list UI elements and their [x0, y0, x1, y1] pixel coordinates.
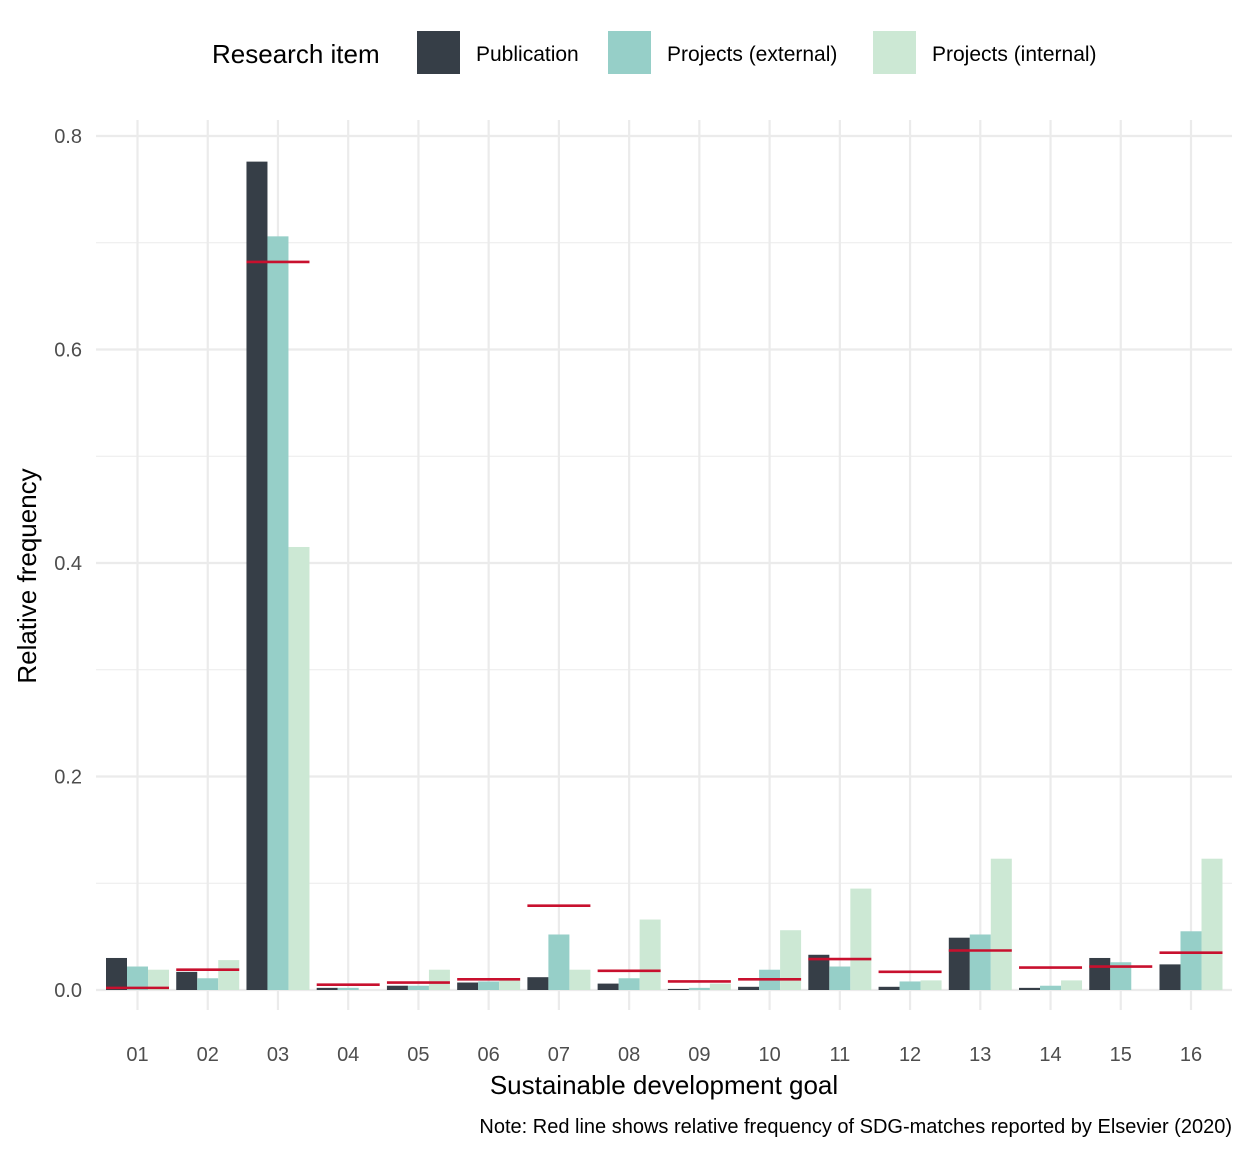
bar-projects-internal--13	[990, 858, 1012, 990]
legend-key-publication	[417, 31, 460, 74]
x-tick-label: 09	[688, 1044, 710, 1066]
y-tick-label: 0.2	[54, 767, 82, 789]
bar-projects-external--05	[407, 985, 429, 990]
x-tick-label: 06	[478, 1044, 500, 1066]
y-tick-label: 0.0	[54, 980, 82, 1002]
x-tick-labels: 01 02 03 04 05 06 07 08 09 10 11 12 13 14 15 16	[126, 1044, 1202, 1066]
bar-projects-external--03	[267, 236, 289, 991]
bar-publication-06	[457, 982, 479, 990]
reference-lines	[106, 260, 1223, 990]
bar-projects-internal--14	[1061, 980, 1083, 990]
bar-publication-05	[386, 985, 408, 990]
bar-publication-04	[316, 987, 338, 990]
bar-projects-external--07	[548, 934, 570, 990]
bar-publication-16	[1159, 964, 1181, 990]
x-tick-label: 14	[1039, 1044, 1061, 1066]
legend-key-projects-internal-	[873, 31, 916, 74]
bar-projects-internal--02	[218, 960, 240, 990]
x-tick-label: 01	[126, 1044, 148, 1066]
legend-key-projects-external-	[608, 31, 651, 74]
y-tick-label: 0.8	[54, 126, 82, 148]
x-tick-label: 03	[267, 1044, 289, 1066]
y-axis-title: Relative frequency	[12, 468, 42, 683]
bar-projects-external--15	[1110, 962, 1132, 990]
bar-publication-08	[597, 983, 619, 990]
bar-projects-external--14	[1040, 985, 1062, 990]
bar-publication-07	[527, 977, 549, 990]
bar-publication-09	[667, 988, 689, 990]
x-tick-label: 13	[969, 1044, 991, 1066]
bar-publication-02	[176, 971, 198, 990]
bar-projects-internal--09	[709, 983, 731, 990]
bar-publication-11	[808, 954, 830, 990]
bar-projects-external--06	[478, 981, 500, 990]
legend: Research item Publication Projects (exter…	[212, 31, 1097, 74]
bar-publication-10	[738, 986, 760, 990]
bar-projects-internal--08	[639, 919, 661, 990]
bar-projects-external--12	[899, 981, 921, 990]
x-tick-label: 15	[1110, 1044, 1132, 1066]
bar-publication-14	[1019, 987, 1041, 990]
legend-title: Research item	[212, 39, 380, 69]
y-tick-label: 0.4	[54, 553, 82, 575]
x-tick-label: 05	[407, 1044, 429, 1066]
legend-label: Publication	[476, 43, 579, 66]
x-tick-label: 10	[758, 1044, 780, 1066]
y-tick-labels: 0.0 0.2 0.4 0.6 0.8	[54, 126, 82, 1002]
bar-projects-internal--07	[569, 969, 591, 990]
legend-label: Projects (external)	[667, 43, 837, 66]
bar-projects-external--01	[127, 966, 148, 990]
bar-projects-external--13	[969, 934, 991, 990]
bar-projects-external--16	[1180, 931, 1202, 990]
bar-projects-internal--06	[499, 980, 521, 990]
x-tick-label: 04	[337, 1044, 359, 1066]
x-tick-label: 07	[548, 1044, 570, 1066]
bar-projects-external--11	[829, 966, 851, 990]
x-tick-label: 16	[1180, 1044, 1202, 1066]
bar-projects-external--09	[688, 987, 710, 990]
bar-publication-13	[948, 937, 970, 990]
bars	[106, 161, 1223, 991]
bar-projects-internal--11	[850, 888, 872, 990]
bar-projects-internal--16	[1201, 858, 1223, 990]
bar-projects-internal--03	[288, 546, 310, 990]
y-tick-label: 0.6	[54, 340, 82, 362]
legend-label: Projects (internal)	[932, 43, 1097, 66]
bar-projects-external--02	[197, 978, 219, 990]
x-axis-title: Sustainable development goal	[490, 1070, 838, 1100]
bar-projects-internal--12	[920, 980, 942, 990]
bar-projects-internal--05	[428, 969, 450, 990]
bar-projects-internal--01	[148, 969, 169, 990]
bar-projects-external--08	[618, 978, 640, 990]
x-tick-label: 12	[899, 1044, 921, 1066]
bar-publication-15	[1089, 957, 1111, 990]
bar-projects-external--04	[337, 987, 359, 990]
bar-publication-01	[106, 957, 127, 990]
bar-publication-03	[246, 161, 268, 990]
bar-projects-internal--10	[780, 930, 802, 990]
legend-items: Publication Projects (external) Projects (…	[417, 31, 1097, 74]
x-tick-label: 11	[829, 1044, 850, 1066]
caption: Note: Red line shows relative frequency …	[479, 1116, 1232, 1138]
x-tick-label: 02	[197, 1044, 219, 1066]
bar-publication-12	[878, 986, 900, 990]
x-tick-label: 08	[618, 1044, 640, 1066]
